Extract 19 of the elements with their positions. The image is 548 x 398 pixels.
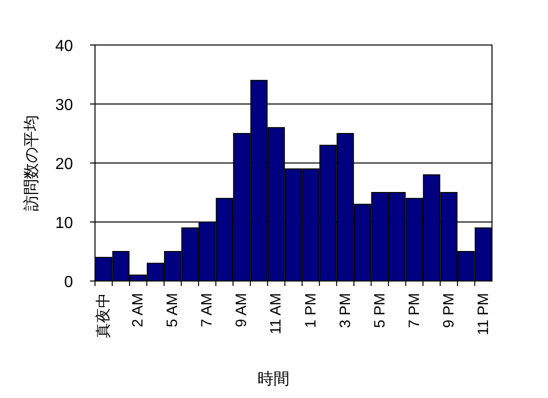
x-axis-title: 時間 xyxy=(258,370,290,388)
x-tick-label: 11 AM xyxy=(268,293,285,334)
y-tick-label: 20 xyxy=(55,156,74,173)
x-tick-label: 1 PM xyxy=(302,293,320,328)
x-tick-label: 5 PM xyxy=(371,293,388,328)
x-tick-label: 真夜中 xyxy=(95,293,112,338)
x-tick-label: 3 PM xyxy=(336,293,354,328)
x-tick-label: 7 PM xyxy=(406,293,423,328)
y-tick-label: 10 xyxy=(55,215,74,232)
y-axis-title: 訪問数の平均 xyxy=(22,115,40,211)
x-tick-label: 2 AM xyxy=(130,293,147,328)
y-tick-label: 40 xyxy=(55,38,74,55)
x-tick-label: 9 PM xyxy=(440,293,458,328)
x-tick-label: 7 AM xyxy=(198,293,216,328)
y-tick-label: 30 xyxy=(55,97,74,114)
x-tick-label: 5 AM xyxy=(164,293,182,328)
x-tick-label: 11 PM xyxy=(474,293,492,336)
x-tick-label: 9 AM xyxy=(233,293,250,328)
y-tick-label: 0 xyxy=(64,274,74,291)
